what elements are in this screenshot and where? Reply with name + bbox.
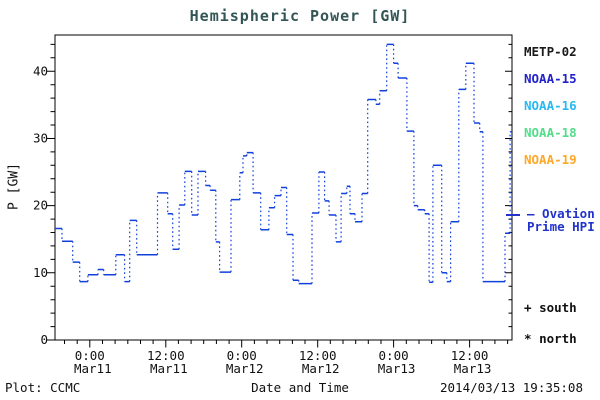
ovation-legend-line2: Prime HPI — [527, 219, 595, 234]
x-tick-time: 12:00 — [451, 348, 489, 363]
ovation-legend: – Ovation Prime HPI — [527, 207, 595, 233]
x-tick-date: Mar11 — [150, 361, 188, 376]
x-tick-date: Mar12 — [302, 361, 340, 376]
x-tick-date: Mar12 — [226, 361, 264, 376]
plus-symbol: + — [524, 300, 532, 315]
legend-item-noaa18: NOAA-18 — [524, 125, 577, 140]
x-tick-date: Mar11 — [74, 361, 112, 376]
y-tick-label: 20 — [33, 198, 48, 213]
axis-ticks — [47, 34, 513, 348]
ovation-line-sample — [506, 214, 520, 216]
chart-title: Hemispheric Power [GW] — [189, 7, 411, 25]
x-tick-time: 0:00 — [75, 348, 105, 363]
legend-north-marker: * north — [524, 331, 577, 346]
satellite-legend: METP-02 NOAA-15 NOAA-16 NOAA-18 NOAA-19 — [524, 44, 600, 179]
x-tick-date: Mar13 — [454, 361, 492, 376]
tick-labels: 0102030400:00Mar1112:00Mar110:00Mar1212:… — [33, 63, 491, 376]
plot-credit: Plot: CCMC — [5, 380, 81, 395]
y-tick-label: 10 — [33, 265, 48, 280]
south-label: south — [539, 300, 577, 315]
timestamp: 2014/03/13 19:35:08 — [440, 380, 583, 395]
x-tick-date: Mar13 — [378, 361, 416, 376]
north-label: north — [539, 331, 577, 346]
legend-south-marker: + south — [524, 300, 577, 315]
y-tick-label: 30 — [33, 131, 48, 146]
legend-item-noaa16: NOAA-16 — [524, 98, 577, 113]
x-tick-time: 0:00 — [227, 348, 257, 363]
hpi-step-line — [55, 43, 512, 285]
x-tick-time: 12:00 — [299, 348, 337, 363]
ovation-legend-line1: – Ovation — [527, 206, 595, 221]
y-tick-label: 40 — [33, 63, 48, 78]
legend-item-noaa19: NOAA-19 — [524, 152, 577, 167]
x-axis-label: Date and Time — [251, 380, 349, 395]
x-tick-time: 12:00 — [147, 348, 185, 363]
x-tick-time: 0:00 — [379, 348, 409, 363]
legend-item-metp02: METP-02 — [524, 44, 577, 59]
legend-item-noaa15: NOAA-15 — [524, 71, 577, 86]
asterisk-symbol: * — [524, 331, 532, 346]
y-tick-label: 0 — [40, 332, 48, 347]
